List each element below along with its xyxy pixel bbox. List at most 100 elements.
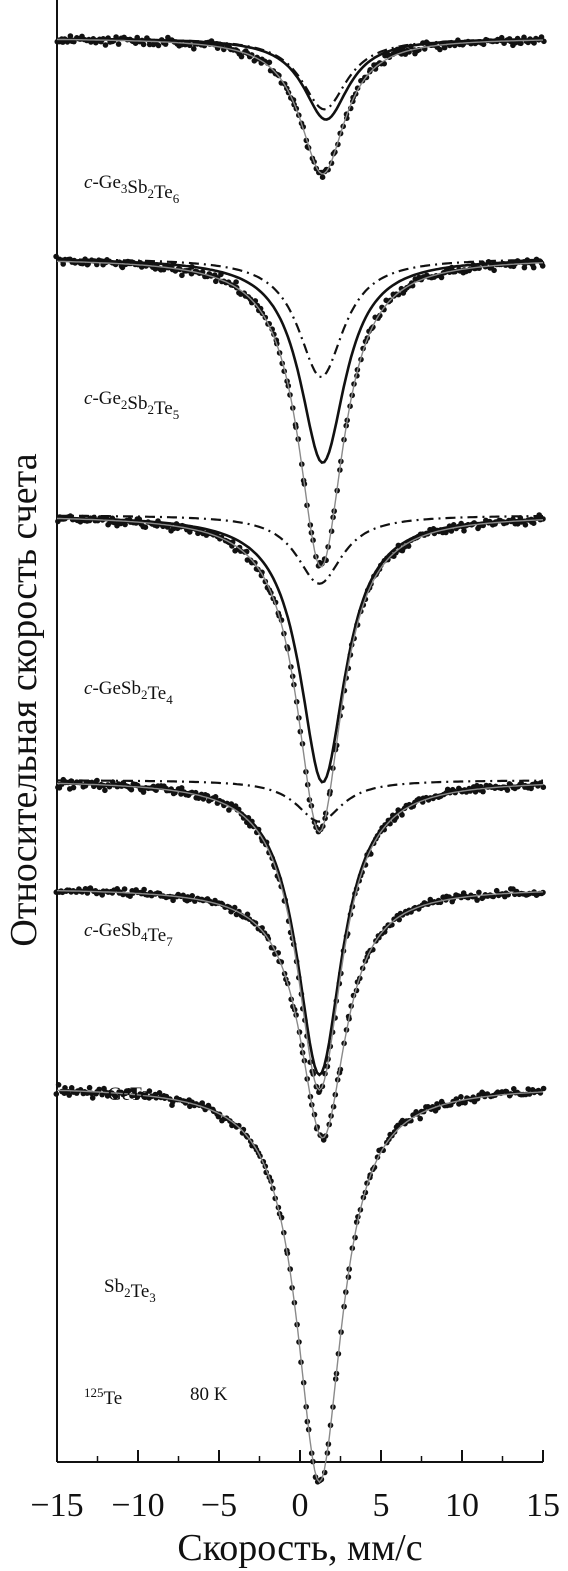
data-point <box>480 788 486 795</box>
data-point <box>121 886 128 892</box>
data-point <box>113 34 119 40</box>
data-points <box>53 1082 547 1485</box>
data-point <box>448 528 455 534</box>
data-point <box>437 46 443 53</box>
total-fit-curve <box>56 38 543 175</box>
data-point <box>541 38 547 45</box>
data-point <box>540 784 547 790</box>
x-tick-label: −5 <box>201 1487 237 1524</box>
data-point <box>173 521 180 527</box>
data-point <box>455 37 461 43</box>
spectrum-6 <box>53 1082 547 1485</box>
data-point <box>244 911 251 918</box>
data-point <box>187 1103 193 1110</box>
data-point <box>319 174 326 180</box>
data-point <box>191 46 197 52</box>
data-point <box>498 34 505 41</box>
data-point <box>453 1096 460 1102</box>
data-point <box>480 41 487 48</box>
data-point <box>64 39 71 45</box>
data-point <box>134 34 140 41</box>
component-curve-solid <box>57 258 543 465</box>
data-point <box>530 520 537 526</box>
data-point <box>208 38 215 44</box>
data-point <box>472 789 479 795</box>
spectrum-3 <box>55 512 546 835</box>
data-points <box>54 33 547 180</box>
data-point <box>540 1085 547 1092</box>
data-point <box>189 264 195 270</box>
data-point <box>77 519 84 525</box>
y-axis-title: Относительная скорость счета <box>3 453 45 946</box>
data-point <box>536 512 542 518</box>
data-point <box>155 42 162 49</box>
component-curve-dashed <box>56 37 543 111</box>
data-point <box>130 1087 137 1094</box>
data-point <box>115 41 122 47</box>
data-point <box>226 807 232 813</box>
isotope-label: 125Te <box>84 1385 122 1409</box>
sample-label: c-GeSb2Te4 <box>84 678 173 707</box>
total-fit-curve <box>57 782 544 1091</box>
data-point <box>142 524 149 530</box>
component-curve-solid <box>56 516 544 784</box>
spectrum-5 <box>53 885 546 1143</box>
sample-label: c-GeSb4Te7 <box>84 920 173 949</box>
data-point <box>141 886 147 893</box>
data-point <box>94 777 100 784</box>
isotope-temperature-note: 125Te 80 K <box>84 1384 228 1409</box>
data-point <box>474 897 480 903</box>
data-point <box>146 1088 153 1094</box>
sample-labels: c-Ge3Sb2Te6 c-Ge2Sb2Te5 c-GeSb2Te4 c-GeSb4T… <box>84 172 180 1305</box>
x-tick-label: −15 <box>30 1487 83 1524</box>
spectrum-1 <box>54 33 547 180</box>
data-point <box>170 261 177 268</box>
data-point <box>417 1115 424 1122</box>
x-tick-label: 5 <box>373 1487 390 1524</box>
total-fit-curve <box>56 260 544 568</box>
data-point <box>238 53 245 60</box>
data-point <box>68 1085 75 1091</box>
data-point <box>381 306 387 313</box>
data-point <box>53 1091 60 1097</box>
x-tick-label: 15 <box>526 1487 560 1524</box>
data-point <box>408 43 414 50</box>
sample-label: c-Ge3Sb2Te6 <box>84 172 180 206</box>
data-point <box>266 59 273 66</box>
data-point <box>102 787 108 794</box>
data-point <box>140 789 147 795</box>
data-point <box>82 256 88 263</box>
data-point <box>89 1095 96 1101</box>
data-point <box>399 812 405 818</box>
data-point <box>504 787 511 793</box>
data-point <box>522 522 529 528</box>
data-point <box>102 42 109 48</box>
data-point <box>219 42 225 48</box>
data-point <box>68 778 74 784</box>
data-point <box>399 46 406 52</box>
temperature-label: 80 K <box>190 1384 228 1405</box>
data-point <box>140 41 147 48</box>
data-point <box>416 796 422 802</box>
total-fit-curve <box>57 890 544 1139</box>
data-point <box>66 1092 72 1098</box>
data-point <box>446 894 452 900</box>
sample-label: GeTe <box>108 1084 149 1105</box>
x-axis-ticks: −15 −10 −5 0 5 10 15 <box>30 1450 560 1524</box>
total-fit-curve <box>56 1089 544 1484</box>
data-point <box>531 40 537 46</box>
data-point <box>132 40 139 46</box>
data-point <box>55 1082 62 1088</box>
data-point <box>233 279 239 285</box>
data-point <box>539 263 546 269</box>
x-tick-label: −10 <box>111 1487 164 1524</box>
data-point <box>438 274 445 281</box>
sample-label: c-Ge2Sb2Te5 <box>84 388 179 422</box>
data-point <box>178 785 185 791</box>
data-point <box>112 1093 119 1100</box>
data-point <box>458 1094 464 1100</box>
data-point <box>136 516 143 522</box>
data-point <box>382 822 388 828</box>
data-point <box>218 271 224 278</box>
